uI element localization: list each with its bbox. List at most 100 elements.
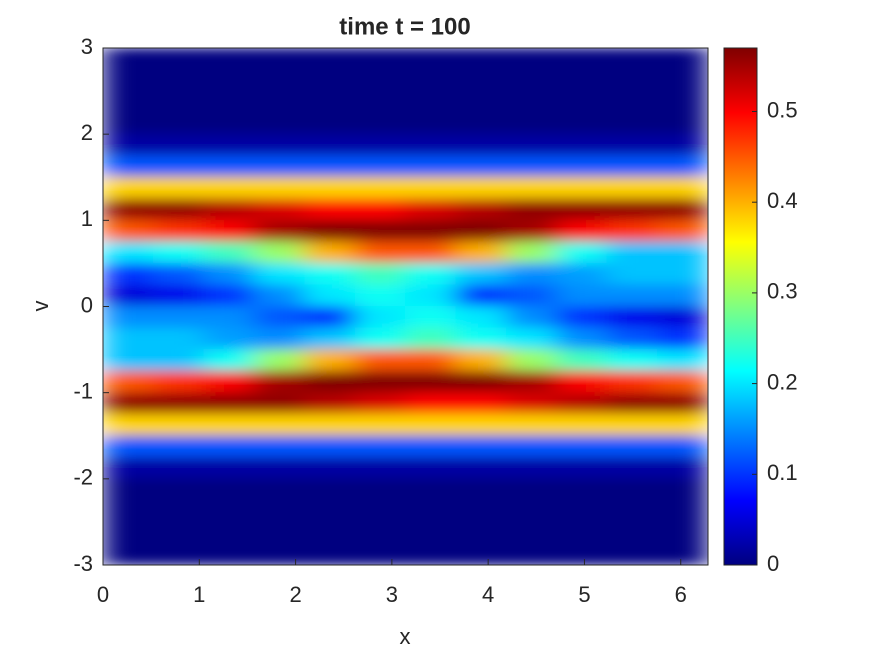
heat-cell xyxy=(153,392,205,415)
heat-cell xyxy=(505,542,558,565)
heat-cell xyxy=(354,542,406,565)
heat-cell xyxy=(203,198,255,221)
heat-cell xyxy=(657,155,708,178)
heat-cell xyxy=(304,176,356,200)
heat-cell xyxy=(304,370,356,394)
heat-cell xyxy=(103,370,155,394)
heat-cell xyxy=(304,521,356,544)
y-tick-label: 3 xyxy=(81,34,93,59)
heat-cell xyxy=(354,176,406,200)
heat-cell xyxy=(556,176,608,200)
heat-cell xyxy=(505,133,558,157)
heat-cell xyxy=(354,499,406,523)
heat-cell xyxy=(556,542,608,565)
heat-cell xyxy=(404,48,457,71)
heat-cell xyxy=(203,219,255,243)
heat-cell xyxy=(505,284,558,307)
heat-cell xyxy=(657,112,708,135)
heat-cell xyxy=(203,521,255,544)
heat-cell xyxy=(103,306,155,329)
heat-cell xyxy=(404,392,457,415)
heat-cell xyxy=(455,262,507,286)
heat-cell xyxy=(153,435,205,458)
heat-cell xyxy=(404,499,457,523)
heat-cell xyxy=(203,306,255,329)
heat-cell xyxy=(455,478,507,501)
heat-cell xyxy=(153,542,205,565)
y-tick-label: -3 xyxy=(73,551,93,576)
heat-cell xyxy=(203,133,255,157)
heat-cell xyxy=(455,456,507,480)
heat-cell xyxy=(657,176,708,200)
heat-cell xyxy=(203,112,255,135)
heat-cell xyxy=(455,521,507,544)
heat-cell xyxy=(455,69,507,92)
heat-cell xyxy=(203,327,255,351)
heat-cell xyxy=(505,90,558,114)
heat-cell xyxy=(354,478,406,501)
heat-cell xyxy=(253,219,306,243)
heat-cell xyxy=(304,90,356,114)
heat-cell xyxy=(657,284,708,307)
x-tick-label: 3 xyxy=(386,582,398,607)
heat-cell xyxy=(103,413,155,437)
heat-cell xyxy=(657,349,708,372)
colorbar-tick-label: 0.3 xyxy=(767,279,798,304)
heat-cell xyxy=(203,542,255,565)
heat-cell xyxy=(153,284,205,307)
heat-cell xyxy=(505,413,558,437)
heat-cell xyxy=(404,521,457,544)
heat-cell xyxy=(505,262,558,286)
axes: 0 1 2 3 4 5 6 -3 -2 -1 0 1 2 3 0 0.1 0.2 0.3 0.4 0.5 xyxy=(73,34,797,607)
heat-cell xyxy=(203,90,255,114)
heat-cell xyxy=(203,435,255,458)
heat-cell xyxy=(103,48,155,71)
heat-cell xyxy=(203,456,255,480)
heat-cell xyxy=(556,499,608,523)
heat-cell xyxy=(203,392,255,415)
x-tick-label: 1 xyxy=(193,582,205,607)
heat-cell xyxy=(203,370,255,394)
heat-cell xyxy=(404,133,457,157)
heat-cell xyxy=(103,392,155,415)
heat-cell xyxy=(354,435,406,458)
chart-title: time t = 100 xyxy=(339,13,470,40)
heat-cell xyxy=(505,306,558,329)
heat-cell xyxy=(354,370,406,394)
heat-cell xyxy=(556,392,608,415)
heat-cell xyxy=(556,90,608,114)
heat-cell xyxy=(657,198,708,221)
heat-cell xyxy=(253,542,306,565)
heat-cell xyxy=(455,284,507,307)
heat-cell xyxy=(505,435,558,458)
heat-cell xyxy=(505,456,558,480)
heat-cell xyxy=(404,262,457,286)
heat-cell xyxy=(455,133,507,157)
heat-cell xyxy=(153,48,205,71)
heat-cell xyxy=(606,284,659,307)
heat-cell xyxy=(203,262,255,286)
heat-cell xyxy=(253,284,306,307)
heat-cell xyxy=(455,48,507,71)
heat-cell xyxy=(354,349,406,372)
heat-cell xyxy=(404,284,457,307)
heat-cell xyxy=(606,413,659,437)
heat-cell xyxy=(103,542,155,565)
heat-cell xyxy=(354,133,406,157)
heat-cell xyxy=(657,499,708,523)
heat-cell xyxy=(103,176,155,200)
heat-cell xyxy=(556,284,608,307)
heat-cell xyxy=(556,69,608,92)
heat-cell xyxy=(304,241,356,264)
heat-cell xyxy=(253,133,306,157)
x-axis-label: x xyxy=(400,624,411,649)
heat-cell xyxy=(304,69,356,92)
heat-cell xyxy=(253,198,306,221)
heat-cell xyxy=(354,284,406,307)
heat-cell xyxy=(657,521,708,544)
heat-cell xyxy=(203,284,255,307)
heat-cell xyxy=(455,90,507,114)
heat-cell xyxy=(556,241,608,264)
heat-cell xyxy=(657,478,708,501)
heat-cell xyxy=(657,370,708,394)
